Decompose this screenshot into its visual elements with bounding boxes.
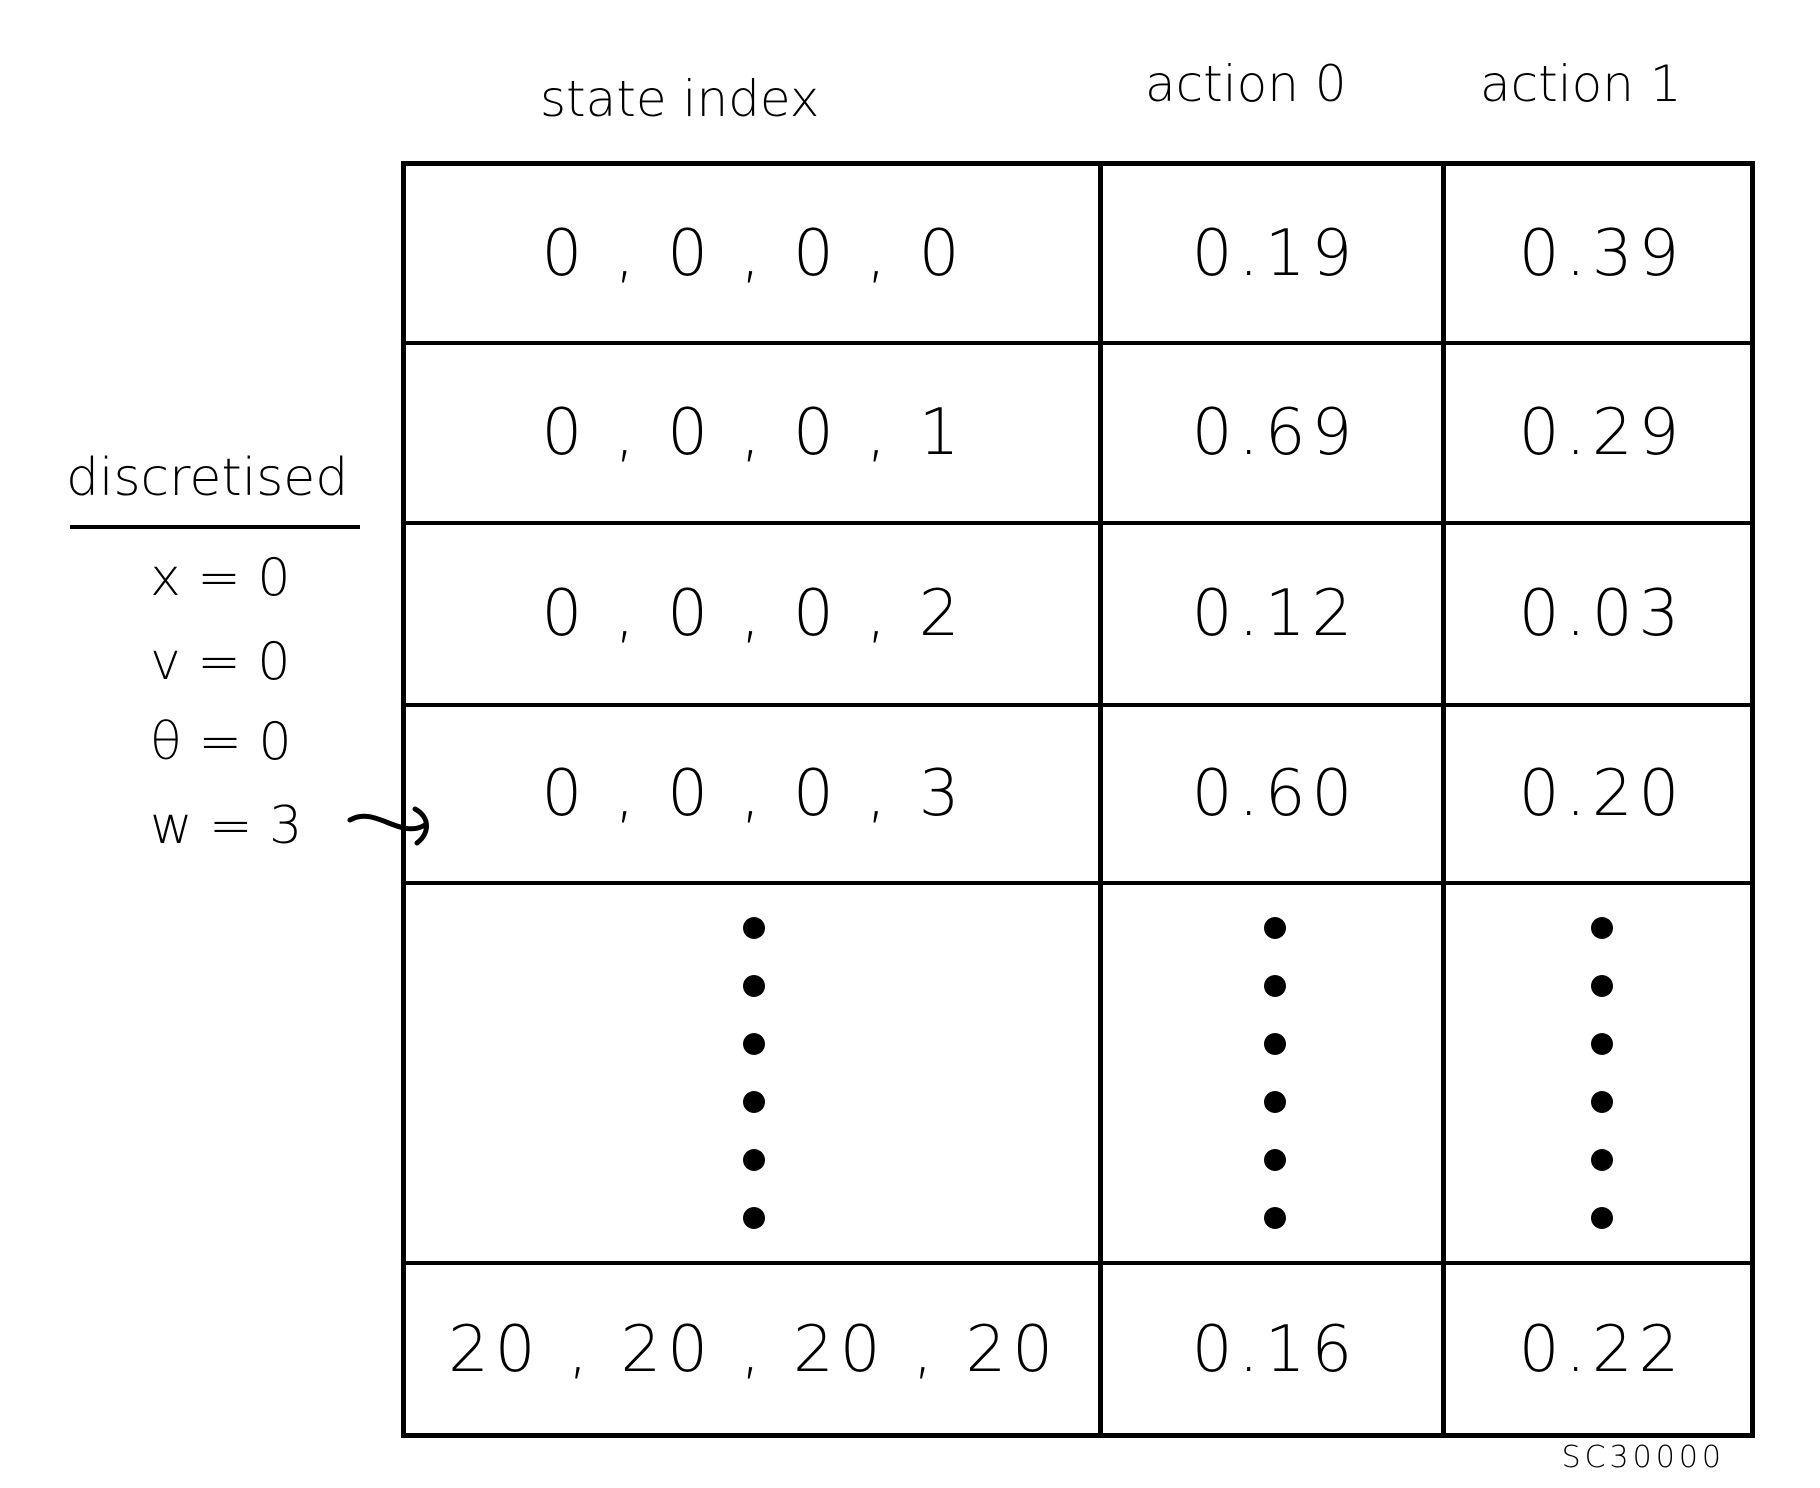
var-v: v = 0 — [150, 632, 291, 692]
state-cell: 0 , 0 , 0 , 0 — [541, 216, 966, 291]
dot — [1264, 1207, 1286, 1229]
var-w: w = 3 — [150, 796, 303, 856]
discretised-label: discretised — [66, 448, 349, 508]
dot — [1264, 1033, 1286, 1055]
ellipsis-row — [406, 885, 1750, 1261]
row-divider — [406, 341, 1750, 345]
row-divider — [406, 1261, 1750, 1265]
action1-value: 0.03 — [1518, 577, 1686, 651]
q-table: 0 , 0 , 0 , 0 0.19 0.39 0 , 0 , 0 , 1 0.… — [401, 161, 1755, 1438]
dot — [742, 1149, 765, 1171]
dot — [1264, 975, 1286, 997]
table-row: 0 , 0 , 0 , 3 0.60 0.20 — [406, 707, 1750, 881]
action1-value: 0.22 — [1518, 1312, 1686, 1387]
header-action-0: action 0 — [1145, 55, 1347, 113]
dot — [1591, 1091, 1613, 1113]
table-row: 0 , 0 , 0 , 1 0.69 0.29 — [406, 345, 1750, 521]
ellipsis-dots — [1449, 885, 1755, 1261]
header-action-1: action 1 — [1480, 55, 1682, 113]
footer-note: SC30000 — [1561, 1440, 1725, 1475]
pointer-arrow-icon — [347, 806, 429, 846]
row-divider — [406, 881, 1750, 885]
dot — [1591, 917, 1613, 939]
dot — [1591, 975, 1613, 997]
dot — [1591, 1207, 1613, 1229]
dot — [742, 1207, 765, 1229]
action1-value: 0.20 — [1518, 757, 1686, 831]
row-divider — [406, 703, 1750, 707]
dot — [742, 975, 765, 997]
action0-value: 0.19 — [1191, 216, 1359, 291]
column-divider — [1098, 166, 1103, 1433]
dot — [742, 1033, 765, 1055]
var-theta: θ = 0 — [150, 712, 292, 772]
column-divider — [1441, 166, 1446, 1433]
dot — [742, 1091, 765, 1113]
row-divider — [406, 521, 1750, 525]
ellipsis-dots — [1106, 885, 1444, 1261]
dot — [1264, 917, 1286, 939]
discretised-underline — [70, 525, 360, 529]
action0-value: 0.16 — [1191, 1312, 1359, 1387]
dot — [1264, 1149, 1286, 1171]
state-cell: 0 , 0 , 0 , 3 — [541, 757, 966, 831]
ellipsis-dots — [406, 885, 1101, 1261]
state-cell: 20 , 20 , 20 , 20 — [448, 1312, 1059, 1387]
table-row: 0 , 0 , 0 , 2 0.12 0.03 — [406, 525, 1750, 703]
action1-value: 0.29 — [1518, 396, 1686, 470]
dot — [1264, 1091, 1286, 1113]
dot — [742, 917, 765, 939]
action0-value: 0.60 — [1191, 757, 1359, 831]
header-state-index: state index — [540, 70, 820, 128]
action0-value: 0.69 — [1191, 396, 1359, 470]
table-row: 0 , 0 , 0 , 0 0.19 0.39 — [406, 166, 1750, 341]
state-cell: 0 , 0 , 0 , 2 — [541, 577, 966, 651]
var-x: x = 0 — [150, 548, 291, 608]
table-row: 20 , 20 , 20 , 20 0.16 0.22 — [406, 1265, 1750, 1434]
state-cell: 0 , 0 , 0 , 1 — [541, 396, 966, 470]
dot — [1591, 1149, 1613, 1171]
action0-value: 0.12 — [1191, 577, 1359, 651]
action1-value: 0.39 — [1518, 216, 1686, 291]
dot — [1591, 1033, 1613, 1055]
